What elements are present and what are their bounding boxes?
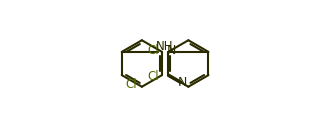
Text: N: N <box>178 76 187 89</box>
Text: N: N <box>166 44 176 57</box>
Text: Cl: Cl <box>147 44 159 57</box>
Text: Cl: Cl <box>125 78 137 91</box>
Text: Cl: Cl <box>147 70 159 83</box>
Text: NH: NH <box>156 40 174 53</box>
